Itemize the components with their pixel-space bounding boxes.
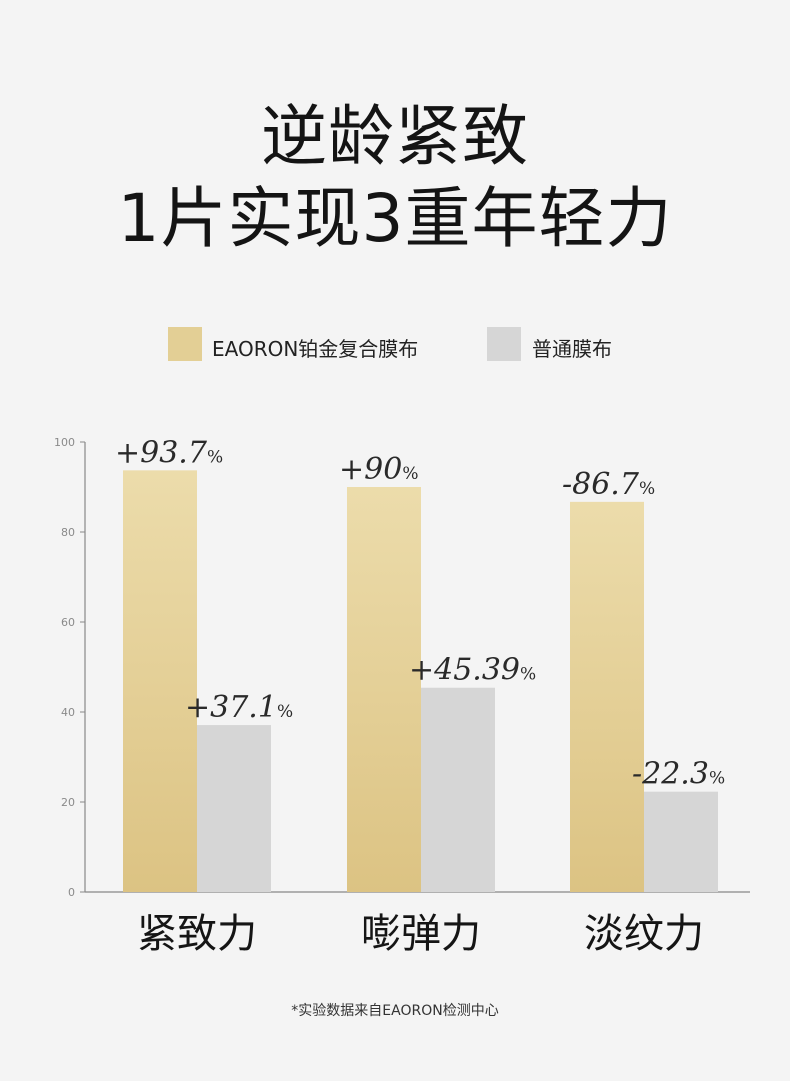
y-tick-label: 20 xyxy=(61,796,75,809)
bar-regular xyxy=(421,687,495,892)
y-tick-label: 0 xyxy=(68,886,75,899)
legend-label-regular: 普通膜布 xyxy=(532,337,612,361)
bar-value-label: +37.1% xyxy=(185,690,293,725)
y-tick-label: 60 xyxy=(61,616,75,629)
y-tick-label: 80 xyxy=(61,526,75,539)
chart-legend: EAORON铂金复合膜布 普通膜布 xyxy=(0,327,790,363)
category-label: 紧致力 xyxy=(137,911,257,957)
category-label: 淡纹力 xyxy=(584,911,704,957)
bar-eaoron xyxy=(570,501,644,892)
bar-regular xyxy=(197,725,271,892)
bar-chart: 0 20 40 60 80 100 +93.7% +37.1% 紧致力 +90% +45.39% 嘭弹… xyxy=(54,435,750,957)
bar-value-label: -22.3% xyxy=(632,757,725,792)
title-line-1: 逆龄紧致 xyxy=(261,98,529,175)
bar-value-label: +90% xyxy=(339,452,418,487)
bar-eaoron xyxy=(347,487,421,892)
legend-swatch-regular xyxy=(487,327,521,361)
title-line-2: 1片实现3重年轻力 xyxy=(117,180,673,257)
footnote: *实验数据来自EAORON检测中心 xyxy=(291,1003,499,1019)
bar-value-label: +45.39% xyxy=(409,653,536,688)
y-tick-label: 40 xyxy=(61,706,75,719)
legend-swatch-eaoron xyxy=(168,327,202,361)
category-label: 嘭弹力 xyxy=(361,911,481,957)
bar-regular xyxy=(644,791,718,892)
legend-label-eaoron: EAORON铂金复合膜布 xyxy=(212,337,419,361)
y-tick-label: 100 xyxy=(54,436,75,449)
bar-eaoron xyxy=(123,470,197,892)
bar-value-label: -86.7% xyxy=(562,467,655,502)
bar-value-label: +93.7% xyxy=(115,435,223,470)
